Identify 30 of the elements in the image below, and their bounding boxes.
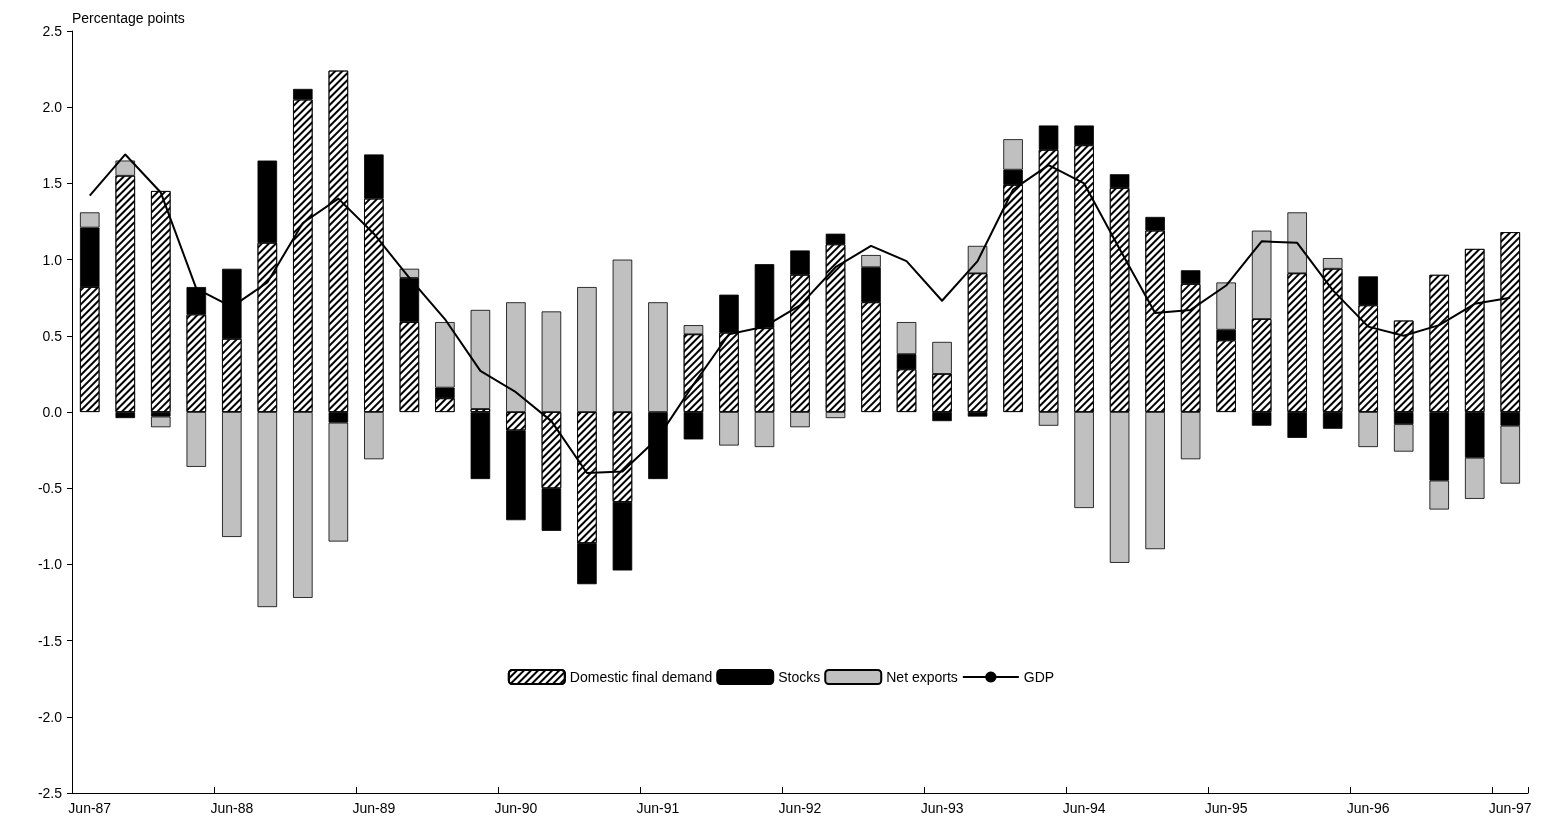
bar	[151, 416, 171, 428]
y-tick-label: 0.5	[42, 327, 63, 344]
x-tick-label: Jun-87	[68, 800, 112, 816]
x-tick-label: Jun-90	[494, 800, 538, 816]
y-tick-label: 0.0	[42, 404, 63, 420]
bar	[470, 412, 491, 480]
x-tick-label: Jun-95	[1204, 800, 1248, 816]
x-tick-label: Jun-93	[920, 800, 964, 816]
y-tick-label: -2.0	[37, 708, 63, 725]
x-tick-label: Jun-94	[1062, 800, 1106, 816]
x-tick-label: Jun-89	[352, 800, 396, 816]
y-tick-label: -0.5	[37, 480, 63, 497]
y-tick-label: 2.5	[42, 23, 63, 39]
legend-label: Domestic final demand	[569, 669, 713, 685]
x-tick-label: Jun-96	[1346, 800, 1390, 816]
bar	[470, 309, 491, 409]
y-axis-title: Percentage points	[72, 10, 185, 26]
legend-label: Stocks	[778, 669, 821, 685]
y-tick-label: 2.0	[42, 99, 63, 116]
x-tick-label: Jun-91	[636, 800, 680, 816]
legend-label: GDP	[1023, 669, 1055, 685]
x-tick-label: Jun-92	[778, 800, 822, 816]
x-tick-label: Jun-97	[1488, 800, 1532, 816]
x-tick-label: Jun-88	[210, 800, 254, 816]
y-tick-label: -2.5	[37, 785, 63, 801]
y-tick-label: 1.5	[42, 175, 63, 192]
y-tick-label: -1.5	[37, 632, 63, 649]
y-tick-label: 1.0	[42, 251, 63, 268]
y-tick-label: -1.0	[37, 556, 63, 573]
legend-label: Net exports	[886, 669, 958, 685]
